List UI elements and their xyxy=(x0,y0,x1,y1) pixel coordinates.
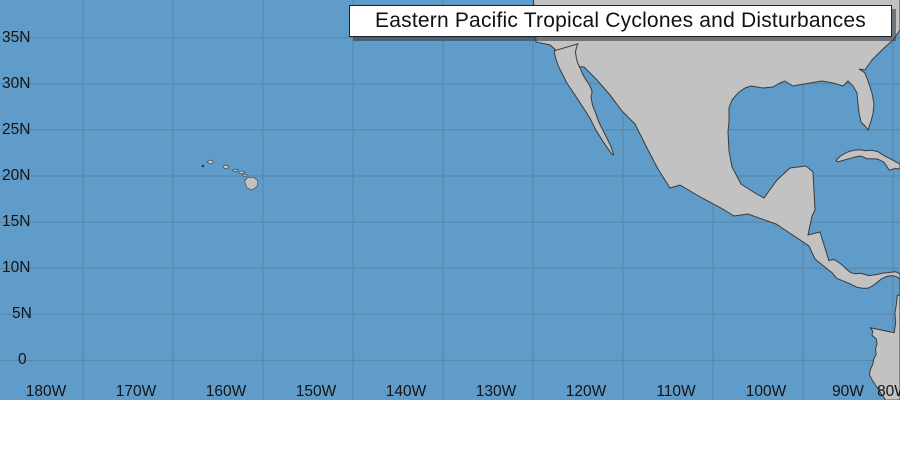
svg-text:160W: 160W xyxy=(206,383,247,400)
svg-text:5N: 5N xyxy=(12,305,32,322)
svg-text:15N: 15N xyxy=(2,213,30,230)
svg-text:110W: 110W xyxy=(656,383,696,400)
svg-text:100W: 100W xyxy=(746,383,787,400)
svg-text:0: 0 xyxy=(18,351,27,368)
svg-text:90W: 90W xyxy=(832,383,864,400)
svg-text:35N: 35N xyxy=(2,29,30,46)
svg-text:170W: 170W xyxy=(116,383,157,400)
svg-text:80W: 80W xyxy=(877,383,900,400)
svg-text:140W: 140W xyxy=(386,383,427,400)
svg-text:20N: 20N xyxy=(2,167,30,184)
svg-text:130W: 130W xyxy=(476,383,517,400)
svg-text:180W: 180W xyxy=(26,383,67,400)
svg-text:25N: 25N xyxy=(2,121,30,138)
svg-text:10N: 10N xyxy=(2,259,30,276)
svg-text:30N: 30N xyxy=(2,75,30,92)
svg-text:120W: 120W xyxy=(566,383,607,400)
svg-text:150W: 150W xyxy=(296,383,337,400)
